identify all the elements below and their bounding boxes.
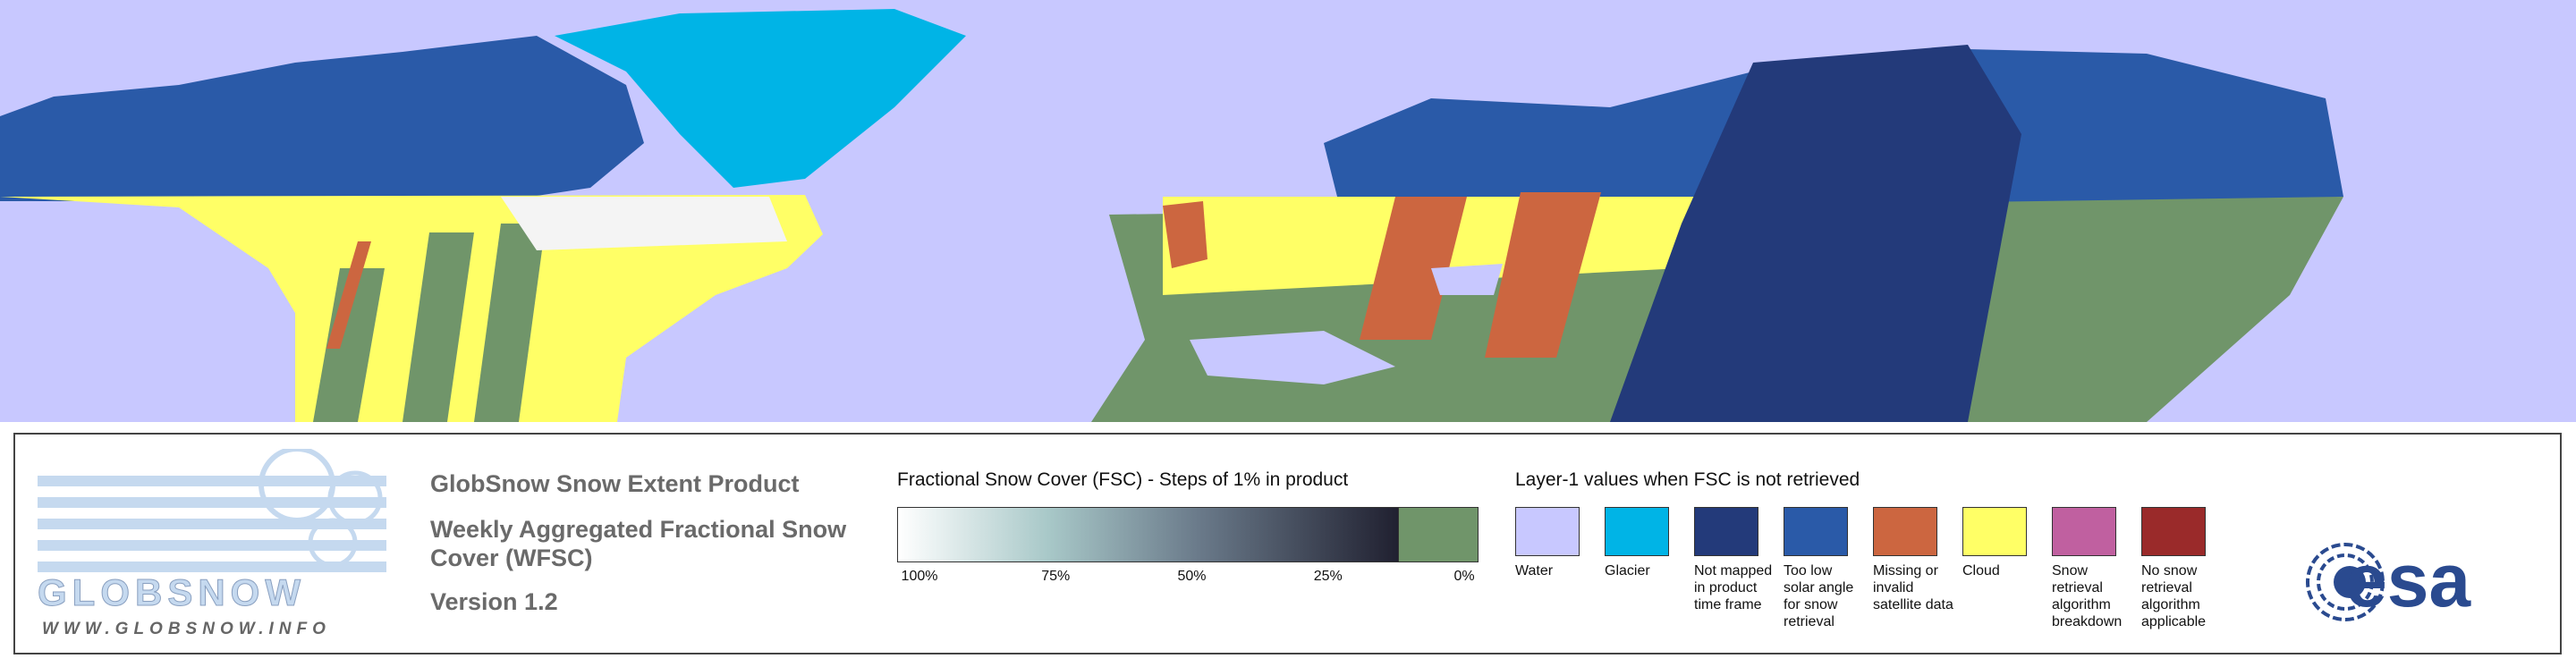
north-america-arctic bbox=[0, 36, 644, 201]
globsnow-logo: GLOBSNOW WWW.GLOBSNOW.INFO bbox=[38, 449, 386, 638]
layer1-swatch bbox=[1962, 507, 2027, 556]
layer1-swatch bbox=[1694, 507, 1758, 556]
logo-url: WWW.GLOBSNOW.INFO bbox=[42, 620, 331, 638]
fsc-tick-label: 50% bbox=[1177, 569, 1207, 584]
legend-panel: GLOBSNOW WWW.GLOBSNOW.INFO GlobSnow Snow… bbox=[13, 433, 2562, 654]
layer1-label: Not mapped in product time frame bbox=[1694, 563, 1773, 612]
agency-name: esa bbox=[2345, 542, 2471, 622]
layer1-swatch bbox=[2141, 507, 2206, 556]
na-green-3 bbox=[313, 268, 385, 422]
product-subtitle: Weekly Aggregated Fractional Snow Cover … bbox=[430, 516, 847, 571]
product-version: Version 1.2 bbox=[430, 588, 558, 615]
esa-logo: esa bbox=[2306, 542, 2471, 622]
black-sea bbox=[1431, 264, 1503, 295]
fsc-tick-label: 100% bbox=[901, 569, 938, 584]
na-green-1 bbox=[402, 232, 474, 422]
layer1-label: Glacier bbox=[1605, 563, 1650, 578]
layer1-label: Too low solar angle for snow retrieval bbox=[1784, 563, 1854, 629]
greenland bbox=[555, 9, 966, 188]
fsc-tick-label: 75% bbox=[1041, 569, 1071, 584]
na-white bbox=[501, 197, 787, 250]
orange-1 bbox=[1360, 197, 1467, 340]
orange-2 bbox=[1485, 192, 1601, 358]
layer1-swatch bbox=[1873, 507, 1937, 556]
layer1-title: Layer-1 values when FSC is not retrieved bbox=[1515, 469, 1860, 490]
na-green-2 bbox=[474, 224, 546, 422]
layer1-label: Cloud bbox=[1962, 563, 2000, 578]
layer1-swatch bbox=[1605, 507, 1669, 556]
layer1-label: No snow retrieval algorithm applicable bbox=[2141, 563, 2207, 629]
layer1-swatch bbox=[1784, 507, 1848, 556]
north-america-south bbox=[0, 195, 823, 422]
not-mapped-band bbox=[1610, 45, 2021, 422]
mediterranean bbox=[1190, 331, 1395, 384]
fsc-tick-label: 0% bbox=[1453, 569, 1475, 584]
layer1-swatch bbox=[2052, 507, 2116, 556]
na-orange bbox=[326, 241, 371, 349]
layer1-swatch bbox=[1515, 507, 1580, 556]
layer1-label: Missing or invalid satellite data bbox=[1873, 563, 1953, 612]
uk bbox=[1163, 201, 1208, 268]
layer1-label: Water bbox=[1515, 563, 1554, 578]
snow-map bbox=[0, 0, 2576, 422]
logo-name: GLOBSNOW bbox=[38, 571, 306, 613]
product-title: GlobSnow Snow Extent Product bbox=[430, 470, 800, 497]
layer1-label: Snow retrieval algorithm breakdown bbox=[2052, 563, 2123, 629]
fsc-tick-label: 25% bbox=[1313, 569, 1343, 584]
fsc-colorbar bbox=[897, 507, 1399, 562]
fsc-zero bbox=[1398, 507, 1479, 562]
fsc-title: Fractional Snow Cover (FSC) - Steps of 1… bbox=[897, 469, 1349, 490]
